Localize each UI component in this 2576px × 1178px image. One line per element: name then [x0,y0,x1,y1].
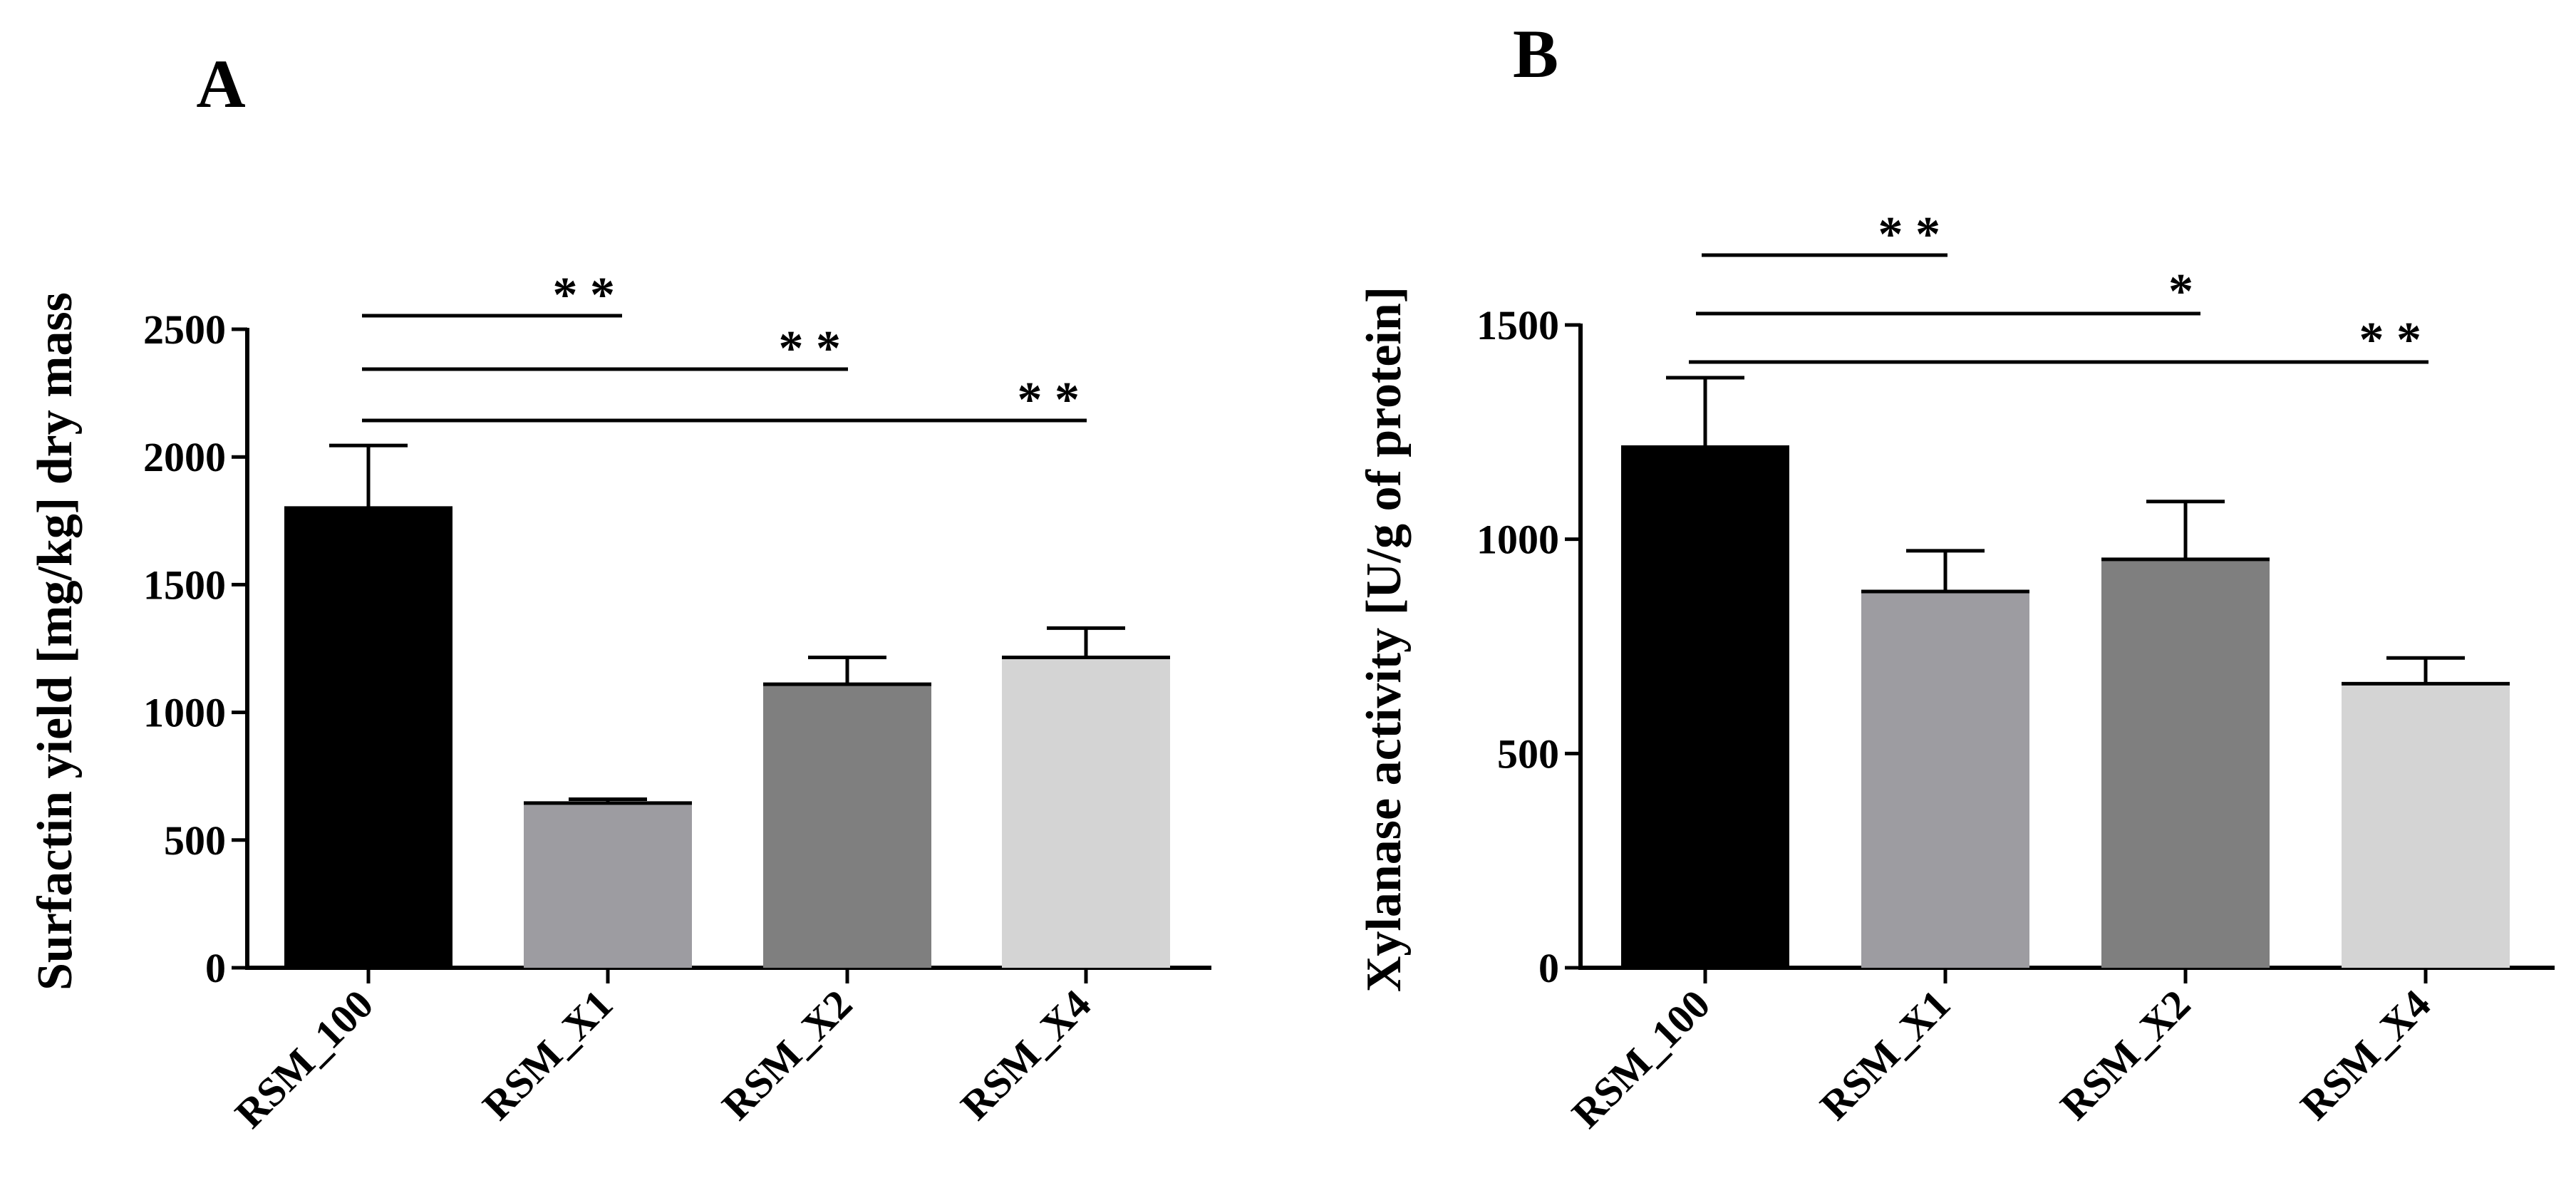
x-tick-label: RSM_X2 [2051,981,2199,1129]
y-axis-label: Xylanase activity [U/g of protein] [1357,286,1412,992]
x-tick-label: RSM_X4 [951,981,1100,1129]
x-tick-label: RSM_100 [1563,981,1719,1137]
bar-rsm-x4 [1002,657,1170,968]
y-tick-label: 0 [205,945,226,991]
y-tick-label: 1500 [1476,302,1559,348]
y-axis-label: Surfactin yield [mg/kg] dry mass [28,292,83,991]
significance-stars: * [2168,264,2193,319]
x-tick-label: RSM_X4 [2291,981,2439,1129]
y-tick-label: 500 [1497,730,1559,777]
y-tick-label: 1000 [1476,517,1559,563]
bar-rsm-x1 [524,802,692,968]
chart-panel-a: A 0 500 1000 1500 2000 2500 Surfactin yield [mg… [28,46,1211,1137]
significance-stars: * * [1018,373,1080,428]
bar-rsm-100 [1621,447,1789,968]
panel-label: A [196,46,245,122]
y-tick-label: 0 [1538,945,1559,991]
panel-label: B [1513,16,1558,92]
significance-stars: * * [779,321,842,376]
significance-stars: * * [2359,313,2422,368]
bar-rsm-x4 [2342,683,2510,968]
x-tick-label: RSM_X1 [473,981,621,1129]
bar-rsm-100 [284,507,452,968]
y-tick-label: 500 [164,817,226,864]
x-tick-label: RSM_X1 [1811,981,1959,1129]
chart-panel-b: B 0 500 1000 1500 Xylanase activity [U/g of p… [1357,16,2555,1137]
bar-rsm-x2 [2101,559,2270,968]
bar-rsm-x1 [1861,591,2029,968]
significance-stars: * * [553,268,616,323]
significance-stars: * * [1878,207,1941,262]
x-tick-label: RSM_100 [226,981,382,1137]
y-tick-label: 2500 [143,306,226,353]
y-tick-label: 1000 [143,690,226,736]
y-tick-label: 1500 [143,562,226,608]
x-tick-label: RSM_X2 [713,981,861,1129]
y-tick-label: 2000 [143,434,226,480]
bar-rsm-x2 [763,684,931,968]
